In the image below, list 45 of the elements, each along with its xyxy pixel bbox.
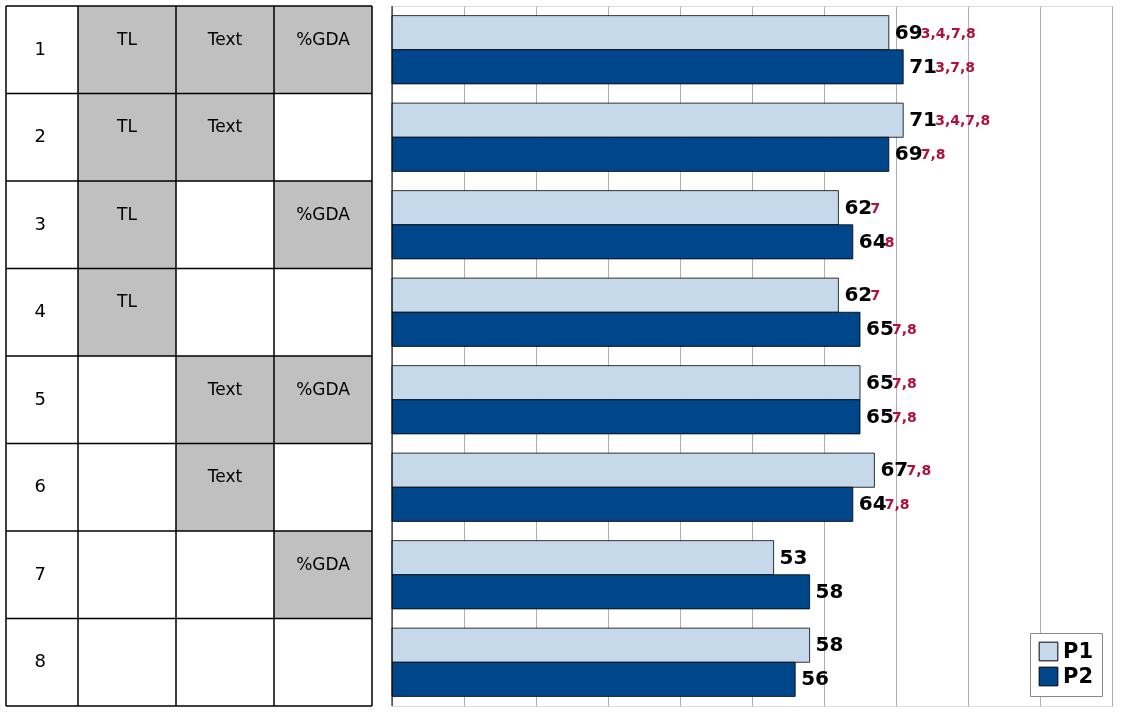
data-label: 64 xyxy=(858,491,887,516)
y-tick-label: 1 xyxy=(34,37,46,59)
annotation: 7,8 xyxy=(906,462,932,479)
y-tick-label: 7 xyxy=(34,562,46,584)
text: %GDA xyxy=(296,378,350,399)
y-tick-label: 4 xyxy=(34,300,46,322)
text: TL xyxy=(117,116,137,137)
y-tick-label: 2 xyxy=(34,125,46,147)
annotation: 7,8 xyxy=(892,374,917,391)
data-label: 65 xyxy=(866,316,894,341)
text: TL xyxy=(117,291,137,312)
text: %GDA xyxy=(296,553,350,574)
annotation: 7,8 xyxy=(920,146,946,163)
data-label: 64 xyxy=(858,228,887,253)
text: Text xyxy=(207,116,243,137)
annotation: 7,8 xyxy=(892,321,917,338)
data-label: 69 xyxy=(894,141,923,166)
data-label: 58 xyxy=(815,632,844,657)
y-tick-label: 5 xyxy=(34,387,46,409)
text: %GDA xyxy=(296,203,350,224)
y-tick-label: 8 xyxy=(34,650,46,672)
annotation: 3,7,8 xyxy=(935,58,976,75)
annotation: 7 xyxy=(870,199,881,216)
text: Text xyxy=(207,466,243,487)
data-label: 65 xyxy=(866,403,894,428)
annotation: 7,8 xyxy=(884,496,910,513)
text: %GDA xyxy=(296,28,350,49)
annotation: 8 xyxy=(884,233,895,250)
annotation: 3,4,7,8 xyxy=(935,112,991,129)
text: Text xyxy=(207,378,243,399)
y-tick-label: 3 xyxy=(34,212,46,234)
text: TL xyxy=(117,28,137,49)
legend-label: P2 xyxy=(1063,663,1094,688)
legend-label: P1 xyxy=(1063,638,1094,663)
data-label: 58 xyxy=(815,578,844,603)
data-label: 69 xyxy=(894,19,923,44)
data-label: 65 xyxy=(866,369,894,394)
annotation: 3,4,7,8 xyxy=(920,24,976,41)
annotation: 7 xyxy=(870,287,881,304)
annotation: 7,8 xyxy=(892,408,917,425)
y-tick-label: 6 xyxy=(34,475,46,497)
data-label: 53 xyxy=(779,544,808,569)
text: TL xyxy=(117,203,137,224)
data-label: 56 xyxy=(801,666,830,691)
text: Text xyxy=(207,28,243,49)
